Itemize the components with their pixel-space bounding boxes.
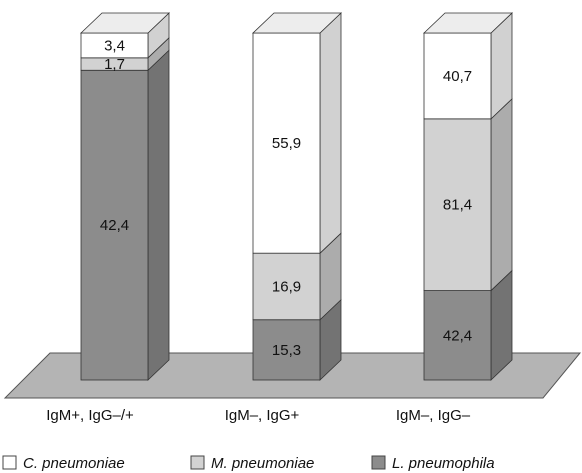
data-label-m-pneumoniae-1: 1,7 — [104, 56, 125, 73]
category-label-3: IgM–, IgG– — [396, 407, 471, 424]
legend-swatch-c-pneumoniae — [2, 455, 17, 470]
category-labels: IgM+, IgG–/+ IgM–, IgG+ IgM–, IgG– — [46, 407, 471, 424]
data-label-l-pneumophila-2: 15,3 — [272, 342, 301, 359]
bar-side-l-pneumophila-1 — [147, 49, 170, 381]
bar-side-m-pneumoniae-3 — [490, 97, 513, 292]
category-label-1: IgM+, IgG–/+ — [46, 407, 134, 424]
bar-side-c-pneumoniae-2 — [319, 12, 342, 255]
legend-label-m-pneumoniae: M. pneumoniae — [211, 455, 314, 472]
data-label-l-pneumophila-3: 42,4 — [443, 327, 472, 344]
bars-group: 42,4 1,7 3,4 15,3 16,9 55,9 42,4 81,4 40,7 — [80, 12, 513, 381]
bar-segment-l-pneumophila-2 — [252, 319, 321, 381]
legend-label-c-pneumoniae: C. pneumoniae — [23, 455, 125, 472]
legend-swatch-m-pneumoniae — [190, 455, 205, 470]
legend-label-l-pneumophila: L. pneumophila — [392, 455, 495, 472]
bar-segment-l-pneumophila-3 — [423, 290, 492, 381]
data-label-l-pneumophila-1: 42,4 — [100, 217, 129, 234]
bar-top-1 — [80, 12, 170, 34]
bar-top-3 — [423, 12, 513, 34]
bar-segment-m-pneumoniae-2 — [252, 252, 321, 321]
legend: C. pneumoniae M. pneumoniae L. pneumophila — [2, 455, 495, 472]
data-label-c-pneumoniae-1: 3,4 — [104, 37, 125, 54]
data-label-c-pneumoniae-3: 40,7 — [443, 68, 472, 85]
legend-swatch-l-pneumophila — [371, 455, 386, 470]
bar-segment-c-pneumoniae-1 — [80, 32, 149, 59]
bar-segment-c-pneumoniae-2 — [252, 32, 321, 254]
bar-top-2 — [252, 12, 342, 34]
category-label-2: IgM–, IgG+ — [225, 407, 300, 424]
data-label-m-pneumoniae-3: 81,4 — [443, 197, 472, 214]
data-label-c-pneumoniae-2: 55,9 — [272, 135, 301, 152]
bar-segment-c-pneumoniae-3 — [423, 32, 492, 120]
data-label-m-pneumoniae-2: 16,9 — [272, 278, 301, 295]
bar-segment-l-pneumophila-1 — [80, 69, 149, 381]
bar-segment-m-pneumoniae-3 — [423, 118, 492, 291]
